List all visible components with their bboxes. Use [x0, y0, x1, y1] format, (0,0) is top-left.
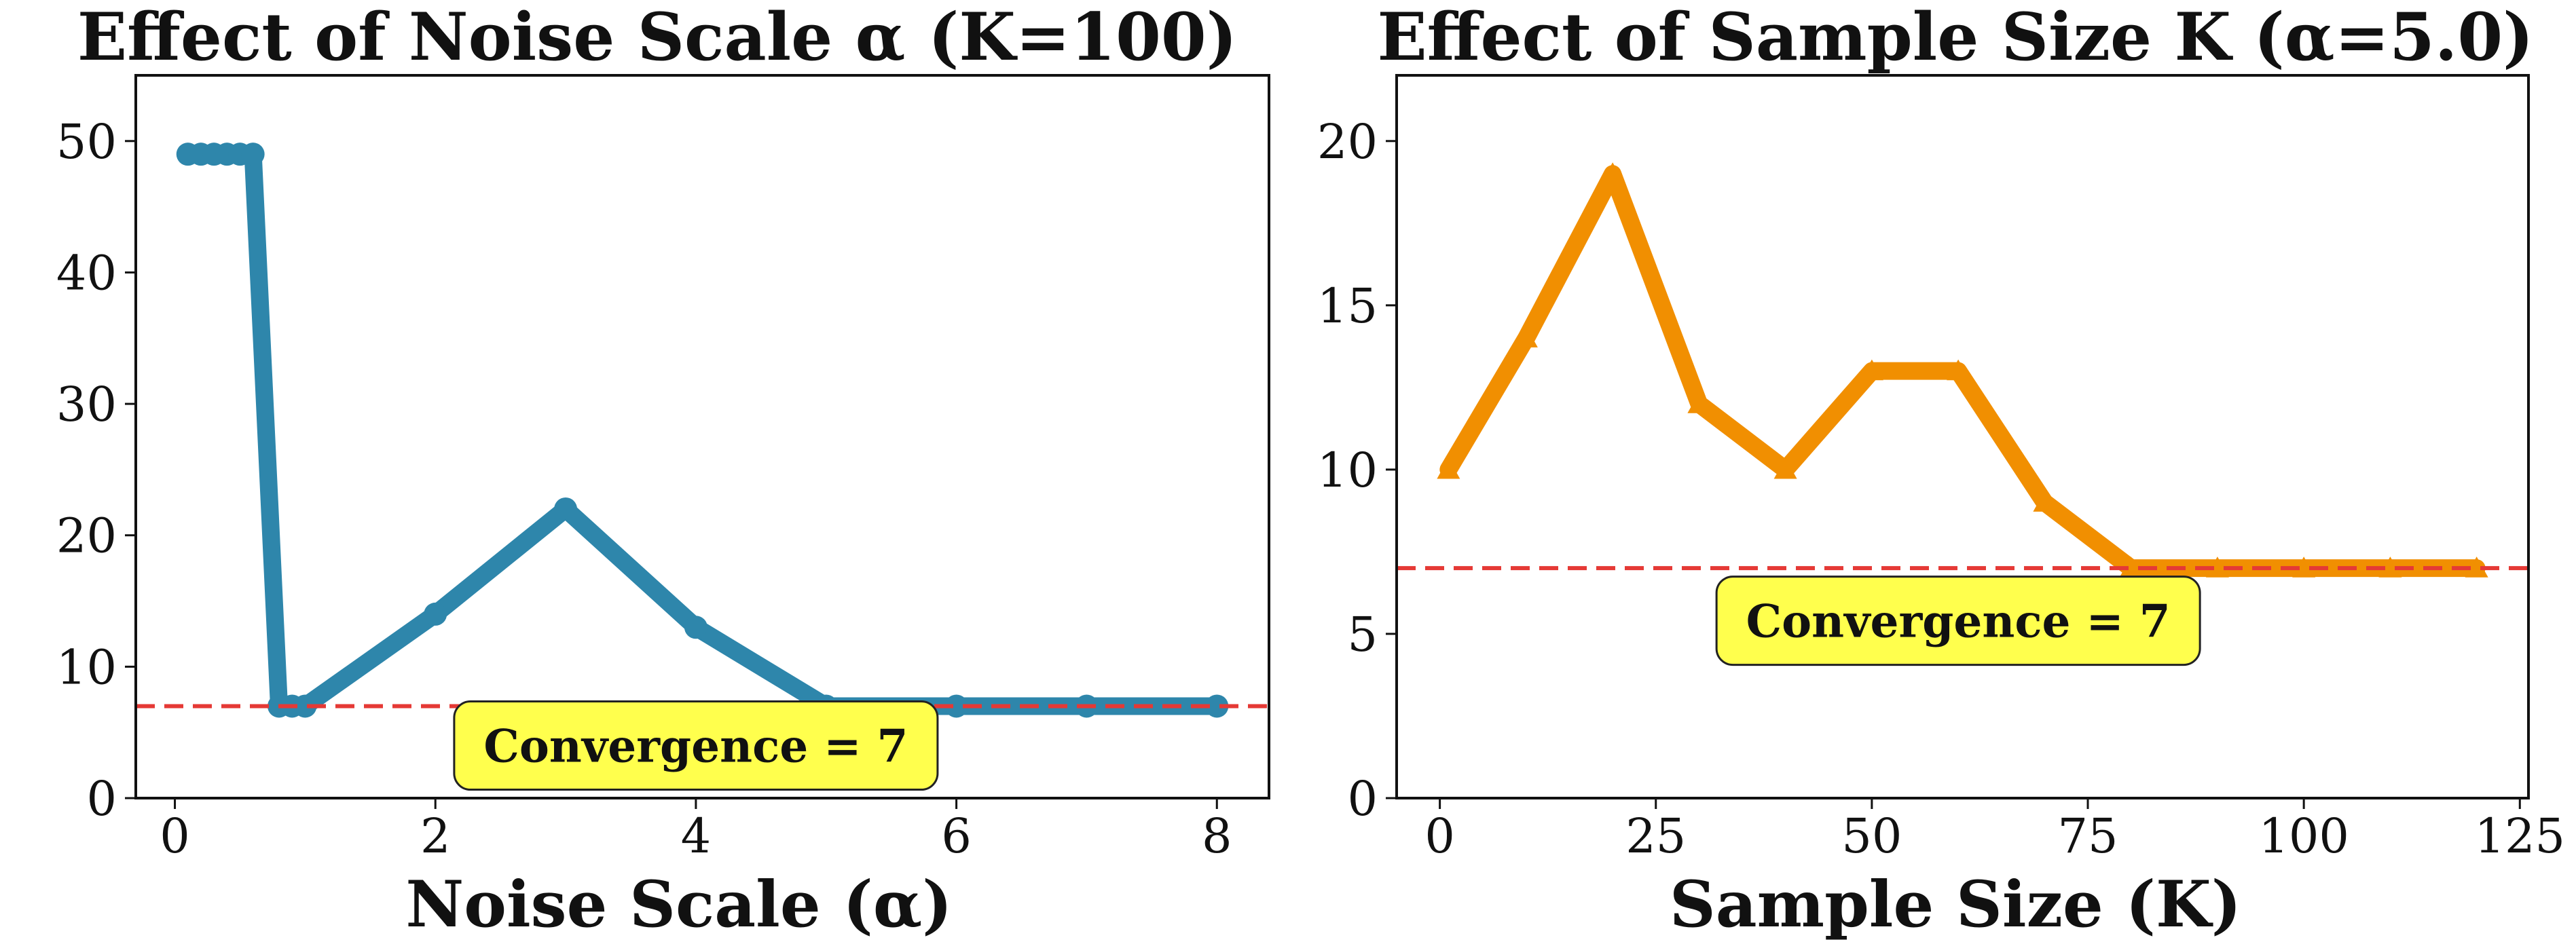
- data-point: [2465, 557, 2488, 578]
- y-tick-label: 0: [86, 771, 117, 827]
- y-tick-label: 10: [1317, 442, 1378, 498]
- x-tick-label: 6: [941, 808, 972, 864]
- chart-noise-scale: Effect of Noise Scale α (K=100) 0 2 4 6 8 0 1…: [56, 0, 1270, 942]
- data-point: [1773, 457, 1797, 479]
- y-tick-label: 40: [56, 245, 117, 301]
- data-point: [2292, 557, 2316, 578]
- data-point: [1437, 457, 1460, 479]
- data-point: [2205, 557, 2229, 578]
- annotation-text: Convergence = 7: [483, 720, 908, 773]
- y-tick-label: 10: [56, 639, 117, 695]
- data-point: [2119, 557, 2143, 578]
- convergence-annotation: Convergence = 7: [1715, 576, 2201, 666]
- data-point: [944, 694, 968, 718]
- annotation-text: Convergence = 7: [1746, 595, 2171, 648]
- y-tick-label: 5: [1347, 607, 1378, 662]
- y-tick-label: 30: [56, 377, 117, 432]
- x-tick-label: 125: [2474, 808, 2565, 864]
- x-axis-ticks: 0 25 50 75 100 125: [1424, 798, 2565, 864]
- x-tick-label: 0: [1424, 808, 1455, 864]
- x-tick-label: 50: [1841, 808, 1902, 864]
- annotation-box: [1715, 576, 2201, 666]
- x-tick-label: 0: [160, 808, 190, 864]
- data-point: [684, 616, 707, 639]
- chart-sample-size: Effect of Sample Size K (α=5.0) 0 25 50 75 1…: [1317, 0, 2565, 942]
- y-tick-label: 15: [1317, 278, 1378, 334]
- data-point: [1687, 392, 1711, 413]
- plot-frame: [1395, 74, 2530, 799]
- chart-title: Effect of Noise Scale α (K=100): [77, 0, 1237, 75]
- x-tick-label: 4: [681, 808, 712, 864]
- y-tick-label: 50: [56, 114, 117, 170]
- y-axis-ticks: 0 5 10 15 20: [1317, 114, 1397, 827]
- y-tick-label: 20: [1317, 114, 1378, 170]
- data-point: [2378, 557, 2402, 578]
- chart-title: Effect of Sample Size K (α=5.0): [1377, 0, 2533, 75]
- data-point: [554, 497, 578, 521]
- x-axis-label: Sample Size (K): [1670, 867, 2241, 942]
- data-point: [293, 694, 317, 718]
- data-point: [2033, 491, 2057, 512]
- data-point: [1601, 162, 1625, 183]
- data-point: [1205, 694, 1229, 718]
- data-point: [1947, 359, 1970, 381]
- x-tick-label: 8: [1202, 808, 1232, 864]
- data-point: [1514, 326, 1538, 347]
- x-axis-label: Noise Scale (α): [405, 867, 952, 942]
- annotation-box: [453, 700, 939, 791]
- x-tick-label: 25: [1625, 808, 1686, 864]
- x-tick-label: 75: [2057, 808, 2118, 864]
- data-point: [424, 602, 447, 626]
- convergence-annotation: Convergence = 7: [453, 700, 939, 791]
- y-tick-label: 0: [1347, 771, 1378, 827]
- y-axis-ticks: 0 10 20 30 40 50: [56, 114, 136, 827]
- x-axis-ticks: 0 2 4 6 8: [160, 798, 1232, 864]
- plot-frame: [134, 74, 1270, 799]
- y-tick-label: 20: [56, 508, 117, 564]
- x-tick-label: 100: [2258, 808, 2349, 864]
- data-point: [1860, 359, 1883, 381]
- x-tick-label: 2: [420, 808, 451, 864]
- data-point: [241, 143, 265, 166]
